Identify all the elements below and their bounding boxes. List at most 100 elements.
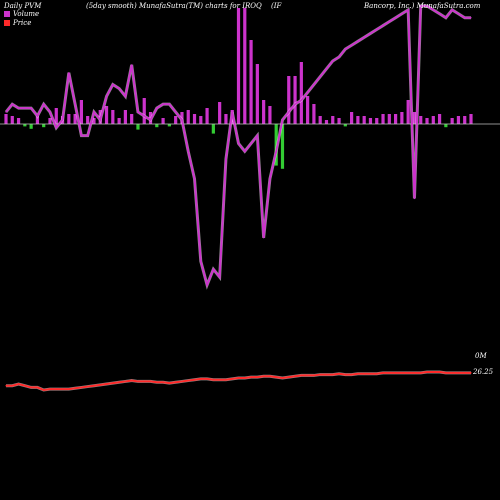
legend-price-swatch (4, 20, 10, 26)
price-point (388, 372, 390, 374)
volume-bar (262, 100, 266, 124)
price-point (457, 372, 460, 374)
price-point (200, 378, 202, 380)
pvm-point (420, 5, 422, 7)
volume-bar (268, 106, 272, 124)
pvm-point (200, 260, 202, 262)
pvm-point (357, 40, 359, 42)
volume-bar (444, 124, 448, 128)
volume-bar (35, 116, 40, 124)
volume-bar (29, 124, 33, 129)
pvm-point (80, 135, 83, 137)
price-point (219, 379, 221, 381)
pvm-point (432, 9, 434, 11)
price-point (244, 377, 246, 379)
legend-price: Price (4, 19, 31, 27)
pvm-point (369, 32, 372, 35)
price-path (6, 371, 471, 392)
pvm-point (231, 111, 233, 113)
price-point (294, 375, 296, 377)
price-point (118, 381, 120, 383)
price-point (413, 372, 416, 374)
price-point (181, 380, 183, 383)
price-point (61, 388, 64, 390)
price-point (55, 388, 57, 390)
pvm-point (237, 142, 240, 145)
pvm-point (49, 111, 51, 113)
price-point (162, 381, 164, 383)
pvm-point (206, 284, 208, 286)
pvm-point (407, 9, 409, 11)
chart-title-middle: (5day smooth) MunafaSutra(TM) charts for… (86, 2, 262, 10)
pvm-point (143, 115, 145, 117)
pvm-point (193, 178, 196, 180)
price-point (332, 373, 334, 376)
price-point (187, 379, 189, 382)
volume-bar (79, 100, 84, 124)
pvm-point (55, 127, 57, 129)
price-point (231, 378, 233, 380)
pvm-point (168, 103, 170, 105)
chart-title-right: Bancorp, Inc.) MunafaSutra.com (364, 2, 481, 10)
pvm-point (93, 111, 95, 113)
volume-bar (199, 116, 203, 124)
volume-bar (312, 104, 316, 124)
pvm-point (17, 107, 20, 109)
volume-bar (142, 98, 146, 124)
price-point (93, 385, 95, 387)
price-point (382, 372, 384, 374)
pvm-point (68, 72, 70, 74)
pvm-point (338, 56, 340, 58)
price-point (225, 379, 227, 381)
pvm-point (281, 119, 284, 121)
price-point (143, 380, 145, 383)
price-point (313, 374, 315, 377)
volume-bar (117, 118, 121, 124)
price-point (80, 386, 83, 389)
volume-bar (412, 112, 417, 124)
volume-bar (255, 64, 259, 124)
pvm-point (457, 13, 460, 15)
volume-bar (174, 116, 178, 124)
pvm-point (105, 95, 108, 97)
volume-bar (419, 116, 423, 124)
price-point (105, 383, 108, 385)
pvm-point (118, 87, 120, 90)
price-point (420, 372, 422, 374)
volume-bar (42, 124, 46, 128)
pvm-point (149, 119, 152, 121)
volume-bar (343, 124, 347, 127)
price-axis-label: 26.25 (473, 368, 494, 376)
volume-bar (356, 116, 360, 124)
volume-bar (450, 118, 454, 124)
price-point (168, 382, 170, 384)
pvm-point (376, 28, 378, 31)
pvm-point (275, 150, 277, 152)
price-point (263, 375, 265, 377)
volume-bar (218, 102, 222, 124)
price-point (338, 373, 340, 375)
volume-bar (48, 118, 52, 124)
price-point (363, 373, 365, 375)
price-point (17, 383, 20, 385)
pvm-point (269, 178, 271, 180)
price-point (74, 387, 76, 389)
price-point (464, 372, 466, 374)
volume-axis-label: 0M (475, 352, 487, 360)
pvm-point (74, 103, 76, 105)
price-point (99, 384, 101, 386)
price-point (24, 385, 26, 387)
pvm-point (156, 107, 158, 109)
pvm-point (219, 276, 221, 278)
volume-bar (161, 118, 165, 124)
price-point (36, 386, 39, 389)
volume-bar (54, 108, 58, 124)
pvm-point (313, 83, 315, 86)
volume-bar (318, 116, 322, 124)
pvm-point (344, 48, 346, 50)
price-point (300, 374, 302, 377)
pvm-point (319, 76, 321, 78)
price-point (30, 386, 32, 389)
price-point (451, 372, 453, 374)
